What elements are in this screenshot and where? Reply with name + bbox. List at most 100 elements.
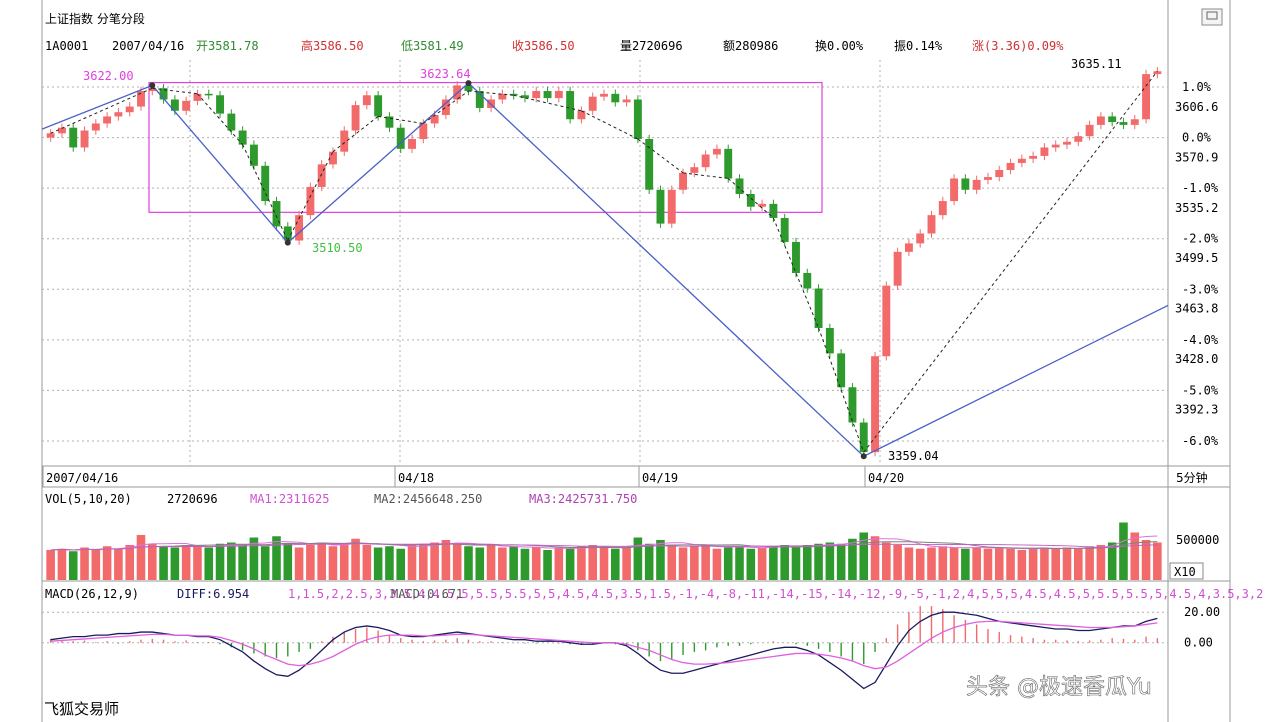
quote-high: 高3586.50	[301, 38, 364, 53]
quote-low: 低3581.49	[401, 39, 464, 53]
candle-body	[1029, 155, 1038, 159]
candle-body	[509, 93, 518, 96]
volume-bar	[339, 543, 349, 580]
volume-bar	[814, 543, 823, 580]
volume-bar	[1085, 546, 1094, 580]
volume-bar	[554, 547, 564, 580]
stroke-segment	[468, 90, 514, 96]
volume-ma1: MA1:2311625	[250, 492, 329, 506]
candle-body	[679, 172, 688, 190]
volume-bar	[227, 542, 236, 580]
candle-body	[938, 201, 947, 216]
volume-bar	[317, 542, 326, 580]
volume-bar	[1040, 547, 1049, 580]
candle-body	[950, 178, 959, 202]
candle-body	[1051, 144, 1060, 148]
volume-bar	[690, 546, 699, 580]
volume-bar	[452, 543, 462, 580]
volume-bar	[972, 547, 981, 580]
stroke-segment	[682, 172, 729, 179]
candle-body	[577, 110, 586, 120]
candle-body	[69, 127, 78, 148]
price-annotation: 3359.04	[888, 449, 939, 463]
candle-body	[137, 91, 145, 107]
candle-body	[227, 113, 236, 131]
y-tick-pct: 1.0%	[1182, 80, 1212, 94]
volume-bar	[780, 545, 789, 580]
time-axis: 2007/04/16 04/18 04/19 04/20 5分钟	[42, 466, 1208, 487]
candle-body	[114, 112, 123, 117]
candle-body	[295, 215, 304, 241]
candle-body	[351, 105, 360, 131]
volume-ma3: MA3:2425731.750	[529, 492, 637, 506]
volume-bar	[622, 547, 631, 580]
volume-bar	[170, 547, 180, 580]
volume-bar	[611, 548, 620, 580]
candle-body	[611, 93, 620, 103]
quote-volume: 量2720696	[620, 39, 683, 53]
volume-bar	[656, 540, 665, 580]
volume-bar	[114, 548, 123, 580]
candle-body	[633, 99, 642, 139]
candle-body	[1142, 74, 1151, 120]
volume-unit: X10	[1174, 565, 1196, 579]
volume-bar	[464, 546, 473, 580]
volume-bar	[91, 550, 101, 580]
volume-bar	[599, 547, 609, 580]
candle-body	[204, 93, 213, 96]
y-tick-price: 3606.6	[1175, 100, 1218, 114]
volume-bar	[882, 542, 891, 580]
volume-bar	[407, 545, 417, 580]
volume-bar	[260, 546, 270, 580]
chart-title: 上证指数 分笔分段	[45, 11, 145, 26]
volume-bar	[701, 545, 710, 580]
candle-body	[848, 387, 857, 423]
candle-body	[1096, 116, 1105, 125]
volume-bar	[419, 543, 428, 580]
price-annotation: 3623.64	[420, 67, 471, 81]
candle-body	[441, 99, 450, 116]
volume-bar	[983, 548, 993, 580]
y-tick-price: 3499.5	[1175, 251, 1218, 265]
candle-body	[408, 138, 416, 149]
volume-bar	[961, 548, 970, 580]
y-tick-price: 3570.9	[1175, 150, 1218, 164]
volume-bar	[825, 542, 835, 580]
quote-change: 涨(3.36)0.09%	[972, 38, 1064, 53]
candle-body	[261, 165, 270, 202]
pivot-point	[465, 80, 472, 87]
candle-body	[520, 95, 529, 99]
volume-bar	[1028, 548, 1038, 580]
volume-bar	[1153, 542, 1162, 580]
dea-line	[50, 620, 1158, 670]
window-restore-icon[interactable]	[1201, 8, 1223, 26]
candle-body	[170, 99, 179, 111]
candles	[46, 67, 1162, 457]
volume-bar	[644, 543, 654, 580]
volume-bar	[769, 546, 778, 580]
y-tick-price: 3463.8	[1175, 302, 1218, 316]
y-tick-pct: 0.0%	[1182, 131, 1212, 145]
y-tick-pct: -5.0%	[1182, 383, 1219, 397]
volume-bar	[68, 551, 78, 580]
stroke-segment	[818, 327, 865, 453]
quote-date: 2007/04/16	[112, 39, 184, 53]
candle-body	[758, 203, 767, 207]
candle-body	[859, 422, 868, 453]
candle-body	[972, 179, 981, 190]
candle-body	[272, 201, 281, 227]
candle-body	[475, 91, 484, 108]
stroke-segment	[581, 110, 639, 140]
candle-body	[57, 127, 66, 134]
candle-body	[46, 133, 55, 138]
volume-bar	[362, 545, 372, 580]
volume-bar	[1051, 548, 1061, 580]
volume-bar	[577, 546, 586, 580]
volume-bar	[306, 545, 315, 580]
volume-bar	[791, 547, 801, 580]
volume-ma-line	[50, 542, 1158, 551]
candle-body	[1063, 141, 1071, 145]
candle-body	[216, 95, 224, 114]
